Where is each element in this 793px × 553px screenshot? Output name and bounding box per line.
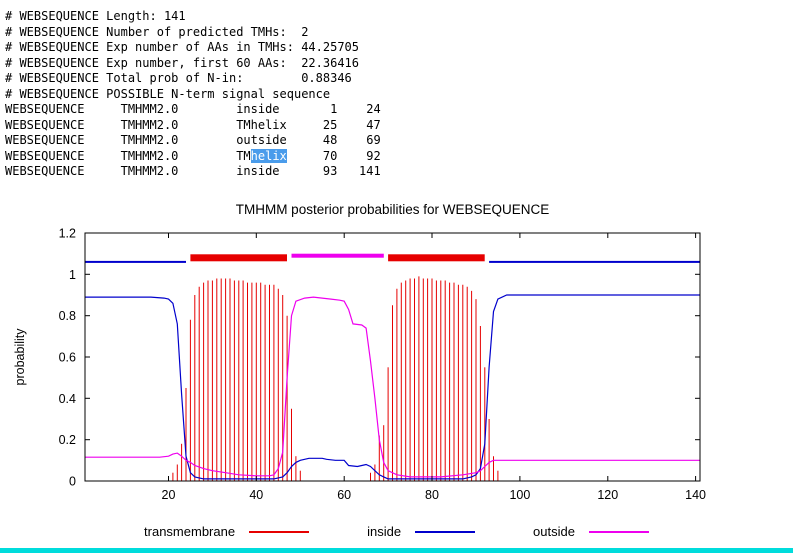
svg-text:120: 120 (597, 488, 618, 502)
selected-text: helix (250, 148, 287, 163)
legend-line-sample-outside (588, 530, 649, 533)
svg-text:0: 0 (69, 475, 76, 489)
legend-item-inside: inside (367, 524, 476, 539)
svg-text:140: 140 (685, 488, 706, 502)
svg-text:0.6: 0.6 (59, 351, 76, 365)
topology-row-tmhelix-2: WEBSEQUENCE TMHMM2.0 TMhelix 70 92 (5, 148, 381, 165)
row-text-pre: WEBSEQUENCE TMHMM2.0 TM (5, 148, 251, 163)
legend-label-outside: outside (533, 524, 575, 539)
svg-text:TMHMM posterior probabilities: TMHMM posterior probabilities for WEBSEQ… (236, 202, 550, 217)
stat-line-signal: # WEBSEQUENCE POSSIBLE N-term signal seq… (5, 86, 331, 101)
svg-text:80: 80 (425, 488, 439, 502)
legend-label-transmembrane: transmembrane (144, 524, 236, 539)
stat-line-prob-nin: # WEBSEQUENCE Total prob of N-in: 0.8834… (5, 71, 352, 85)
svg-text:0.2: 0.2 (59, 433, 76, 447)
stat-line-exp-aas: # WEBSEQUENCE Exp number of AAs in TMHs:… (5, 40, 360, 54)
stat-line-first60: # WEBSEQUENCE Exp number, first 60 AAs: … (5, 55, 360, 70)
svg-text:40: 40 (249, 488, 263, 502)
svg-text:1: 1 (69, 268, 76, 282)
stat-line-length: # WEBSEQUENCE Length: 141 (5, 9, 186, 23)
topology-row-tmhelix-1: WEBSEQUENCE TMHMM2.0 TMhelix 25 47 (5, 117, 381, 132)
chart-legend: transmembrane inside outside (0, 524, 793, 539)
legend-line-sample-transmembrane (249, 530, 310, 533)
svg-text:100: 100 (509, 488, 530, 502)
tmhmm-probability-plot: 20 40 60 80 100 120 140 0 0.2 0.4 0.6 0.8 1 1.2 TMHMM … (13, 202, 706, 502)
bottom-cyan-bar (0, 548, 793, 553)
svg-text:probability: probability (13, 328, 27, 386)
topology-row-inside-1: WEBSEQUENCE TMHMM2.0 inside 1 24 (5, 102, 381, 116)
tmhmm-text-output: # WEBSEQUENCE Length: 141 # WEBSEQUENCE … (5, 9, 381, 180)
legend-line-sample-inside (415, 530, 476, 533)
svg-text:1.2: 1.2 (59, 227, 76, 241)
row-text-post: 70 92 (286, 148, 381, 163)
topology-row-outside: WEBSEQUENCE TMHMM2.0 outside 48 69 (5, 133, 381, 147)
svg-text:0.8: 0.8 (59, 309, 76, 323)
stat-line-tmh-count: # WEBSEQUENCE Number of predicted TMHs: … (5, 24, 309, 39)
svg-text:60: 60 (337, 488, 351, 502)
svg-text:20: 20 (162, 488, 176, 502)
svg-text:0.4: 0.4 (59, 392, 76, 406)
legend-item-transmembrane: transmembrane (144, 524, 310, 539)
legend-item-outside: outside (533, 524, 649, 539)
legend-label-inside: inside (367, 524, 402, 539)
topology-row-inside-2: WEBSEQUENCE TMHMM2.0 inside 93 141 (5, 164, 381, 178)
